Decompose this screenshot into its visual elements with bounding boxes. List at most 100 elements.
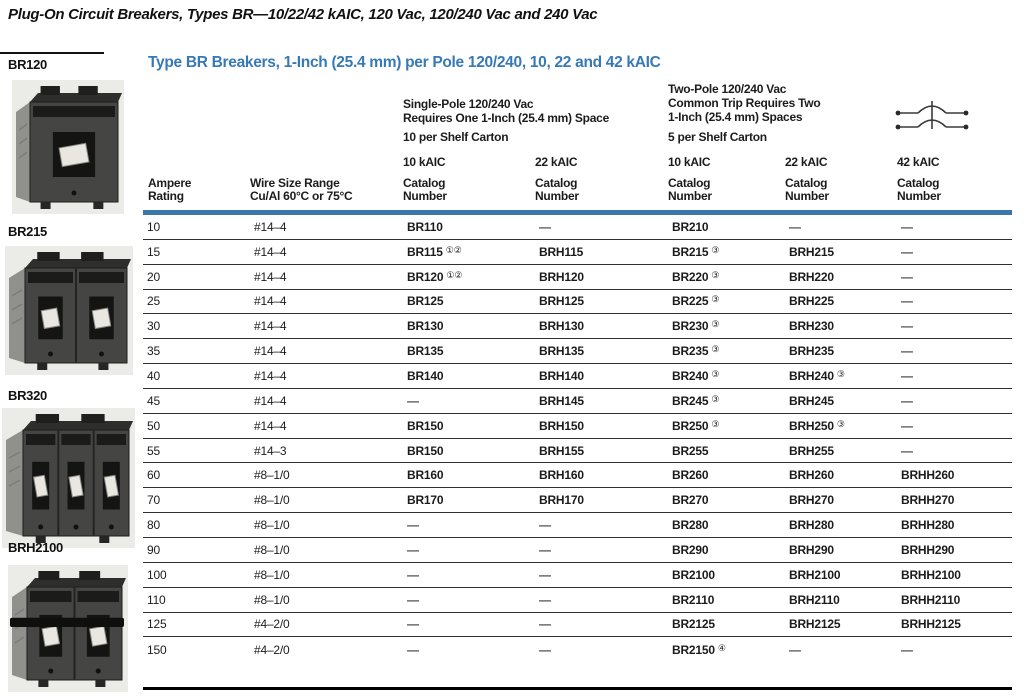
wire-size-cell: #14–4 [254, 368, 287, 383]
table-row: 10 #14–4 BR110 — BR210 — — [143, 215, 1012, 240]
wire-size-cell: #8–1/0 [254, 518, 290, 533]
page-title: Plug-On Circuit Breakers, Types BR—10/22… [8, 6, 598, 23]
catalog-number-cell: BRH115 [539, 244, 584, 259]
ampere-cell: 50 [147, 418, 160, 433]
empty-cell: — [901, 244, 913, 259]
catalog-number-cell: BRH170 [539, 493, 584, 508]
wire-size-cell: #8–1/0 [254, 542, 290, 557]
table-row: 40 #14–4 BR140 BRH140 BR240 ③ BRH240 ③ — [143, 364, 1012, 389]
single-pole-line1: Single-Pole 120/240 Vac [403, 97, 534, 111]
empty-cell: — [539, 542, 551, 557]
wire-size-cell: #14–4 [254, 244, 287, 259]
footnote-marker: ③ [711, 319, 720, 330]
catalog-number-cell: BRHH290 [901, 542, 955, 557]
table-row: 60 #8–1/0 BR160 BRH160 BR260 BRH260 BRHH260 [143, 463, 1012, 489]
empty-cell: — [901, 368, 913, 383]
table-bottom-rule [143, 687, 1012, 690]
catalog-number-cell: BR135 [407, 344, 444, 359]
wire-size-cell: #14–4 [254, 344, 287, 359]
catalog-column-header-4: Catalog Number [785, 176, 829, 203]
footnote-marker: ③ [711, 244, 720, 255]
table-row: 100 #8–1/0 — — BR2100 BRH2100 BRHH2100 [143, 563, 1012, 588]
catalog-number-cell: BRH220 [789, 269, 834, 284]
wire-size-cell: #14–3 [254, 443, 287, 458]
ampere-column-header: Ampere Rating [148, 176, 192, 203]
catalog-number-cell: BRH155 [539, 443, 584, 458]
ampere-cell: 55 [147, 443, 160, 458]
catalog-number-cell: BR270 [672, 493, 709, 508]
catalog-number-cell: BR220 ③ [672, 269, 720, 284]
two-pole-line2: Common Trip Requires Two [668, 96, 821, 110]
catalog-number-cell: BRH215 [789, 244, 834, 259]
ampere-cell: 15 [147, 244, 160, 259]
catalog-number-cell: BRH2110 [789, 592, 840, 607]
empty-cell: — [407, 592, 419, 607]
catalog-number-cell: BRH150 [539, 418, 584, 433]
catalog-column-header-1: Catalog Number [403, 176, 447, 203]
catalog-number-cell: BRH255 [789, 443, 834, 458]
ampere-cell: 150 [147, 642, 167, 657]
wire-size-column-header: Wire Size Range Cu/Al 60°C or 75°C [250, 176, 353, 203]
catalog-number-cell: BRHH2125 [901, 617, 961, 632]
empty-cell: — [539, 642, 551, 657]
breaker-product-photo [2, 408, 135, 548]
empty-cell: — [789, 642, 801, 657]
table-row: 25 #14–4 BR125 BRH125 BR225 ③ BRH225 — [143, 290, 1012, 315]
table-row: 70 #8–1/0 BR170 BRH170 BR270 BRH270 BRHH270 [143, 488, 1012, 514]
wire-size-cell: #14–4 [254, 418, 287, 433]
catalog-number-cell: BRH235 [789, 344, 834, 359]
catalog-number-cell: BR150 [407, 418, 444, 433]
catalog-number-cell: BRH135 [539, 344, 584, 359]
table-row: 110 #8–1/0 — — BR2110 BRH2110 BRHH2110 [143, 588, 1012, 613]
wire-size-cell: #4–2/0 [254, 617, 290, 632]
catalog-number-cell: BR245 ③ [672, 393, 720, 408]
ampere-cell: 35 [147, 344, 160, 359]
empty-cell: — [539, 518, 551, 533]
sidebar-product-label: BRH2100 [8, 540, 63, 555]
table-row: 125 #4–2/0 — — BR2125 BRH2125 BRHH2125 [143, 613, 1012, 638]
table-row: 45 #14–4 — BRH145 BR245 ③ BRH245 — [143, 389, 1012, 414]
catalog-number-cell: BRHH260 [901, 468, 955, 483]
footnote-marker: ①② [446, 269, 463, 280]
ampere-cell: 20 [147, 269, 160, 284]
table-row: 55 #14–3 BR150 BRH155 BR255 BRH255 — [143, 439, 1012, 464]
catalog-number-cell: BR235 ③ [672, 344, 720, 359]
catalog-number-cell: BR130 [407, 319, 444, 334]
wire-size-cell: #14–4 [254, 294, 287, 309]
catalog-number-cell: BRH2100 [789, 567, 841, 582]
empty-cell: — [407, 542, 419, 557]
ampere-cell: 110 [147, 592, 166, 607]
kaic-label-tp42: 42 kAIC [897, 155, 940, 169]
table-row: 35 #14–4 BR135 BRH135 BR235 ③ BRH235 — [143, 339, 1012, 365]
catalog-number-cell: BRH230 [789, 319, 834, 334]
wire-size-cell: #4–2/0 [254, 642, 290, 657]
breaker-product-photo [5, 246, 133, 375]
ampere-cell: 30 [147, 319, 160, 334]
catalog-number-cell: BR110 [407, 219, 443, 234]
footnote-marker: ③ [711, 294, 720, 305]
empty-cell: — [407, 642, 419, 657]
catalog-column-header-2: Catalog Number [535, 176, 579, 203]
single-pole-group-header: Single-Pole 120/240 Vac Requires One 1-I… [403, 97, 609, 125]
wire-size-cell: #8–1/0 [254, 567, 290, 582]
catalog-number-cell: BRH2125 [789, 617, 841, 632]
footnote-marker: ①② [445, 244, 462, 255]
catalog-number-cell: BRH225 [789, 294, 834, 309]
sidebar-product-label: BR120 [8, 57, 47, 72]
catalog-number-cell: BRH130 [539, 319, 584, 334]
footnote-marker: ③ [711, 418, 720, 429]
ampere-cell: 90 [147, 542, 160, 557]
ampere-cell: 40 [147, 368, 160, 383]
footnote-marker: ③ [836, 368, 845, 379]
catalog-number-cell: BR215 ③ [672, 244, 720, 259]
ampere-cell: 25 [147, 294, 160, 309]
catalog-number-cell: BRH250 ③ [789, 418, 845, 433]
catalog-number-cell: BRHH280 [901, 518, 955, 533]
catalog-number-cell: BRHH270 [901, 493, 955, 508]
sidebar-product-label: BR320 [8, 388, 47, 403]
catalog-number-cell: BRHH2110 [901, 592, 961, 607]
ampere-cell: 80 [147, 518, 160, 533]
catalog-number-cell: BR125 [407, 294, 444, 309]
sidebar-divider [0, 52, 104, 54]
table-row: 90 #8–1/0 — — BR290 BRH290 BRHH290 [143, 538, 1012, 563]
